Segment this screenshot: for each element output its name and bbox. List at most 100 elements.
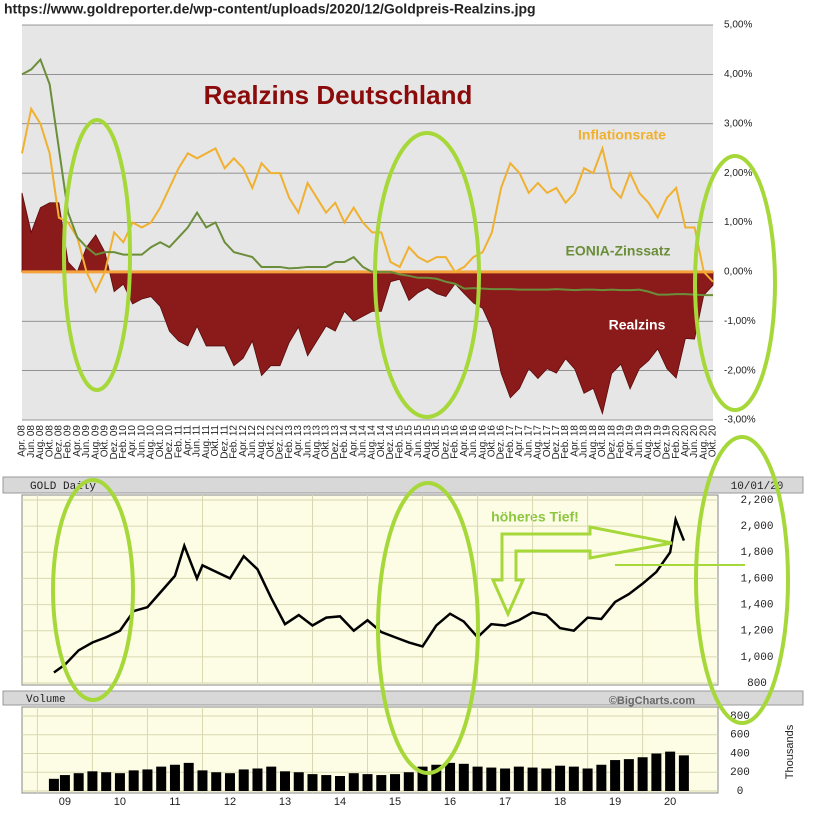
x-tick-label: Okt. 19 [652,425,663,458]
x-tick-label: Aug. 12 [256,425,267,460]
x-tick-label: 10 [114,796,126,808]
volume-header [2,690,804,706]
x-tick-label: Apr. 16 [459,425,470,457]
bar [637,757,648,791]
x-tick-label: Apr. 10 [127,425,138,457]
bar [224,773,235,791]
plot-area-gold [21,494,719,686]
x-tick-label: Apr. 12 [238,425,249,457]
bar [651,753,662,791]
x-tick-label: 19 [609,796,621,808]
x-tick-label: Jun. 14 [358,425,369,458]
bar [376,775,387,791]
chart-title: Volume [26,694,66,706]
x-tick-label: Jun. 18 [579,425,590,458]
bar [73,773,84,791]
bar [555,765,566,791]
x-tick-label: Okt. 17 [542,425,553,458]
y-tick-label: -1,00% [724,316,756,327]
x-tick-label: Feb. 16 [450,425,461,459]
gold-header [2,476,804,494]
y-tick-label: 600 [730,730,750,742]
x-tick-label: Okt. 18 [597,425,608,458]
y-tick-label: 3,00% [724,118,752,129]
bar [527,767,538,791]
x-tick-label: 13 [279,796,291,808]
x-tick-label: Feb. 19 [616,425,627,459]
x-tick-label: 17 [499,796,511,808]
bar [610,760,621,791]
x-tick-label: Dez. 13 [330,425,341,460]
x-tick-label: Dez. 08 [53,425,64,460]
x-tick-label: Okt. 15 [431,425,442,458]
x-tick-label: Feb. 14 [339,425,350,459]
x-tick-label: 16 [444,796,456,808]
bar [568,766,579,791]
x-tick-label: Feb. 12 [229,425,240,459]
bar [541,768,552,791]
x-tick-label: Dez. 19 [662,425,673,460]
bar [197,770,208,791]
bar [101,772,112,791]
bar [293,772,304,791]
x-tick-label: Okt. 16 [487,425,498,458]
x-tick-label: 14 [334,796,346,808]
date-label: 10/01/20 [731,481,784,493]
bar [307,774,318,791]
x-tick-label: Apr. 11 [182,425,193,456]
x-tick-label: Dez. 17 [551,425,562,460]
y-tick-label: 2,000 [740,521,773,533]
source-url: https://www.goldreporter.de/wp-content/u… [4,1,536,17]
x-tick-label: Dez. 12 [275,425,286,460]
bar [665,751,676,791]
axis-label: Thousands [784,724,796,779]
bar [87,771,98,791]
y-tick-label: 1,600 [740,573,773,585]
x-tick-label: Aug. 14 [367,425,378,460]
bar [238,769,249,791]
x-tick-label: Feb. 10 [118,425,129,459]
x-tick-label: Aug. 13 [311,425,322,460]
bar [169,764,180,791]
x-tick-label: 20 [664,796,676,808]
x-tick-label: Jun. 17 [523,425,534,458]
x-tick-label: Dez. 18 [606,425,617,460]
x-tick-label: Jun. 19 [634,425,645,458]
x-tick-label: Dez. 16 [496,425,507,460]
y-tick-label: 0,00% [724,267,752,278]
x-tick-label: Feb. 15 [394,425,405,459]
bar [390,774,401,791]
x-tick-label: Apr. 20 [680,425,691,457]
x-tick-label: Dez. 10 [164,425,175,460]
x-tick-label: Aug. 18 [588,425,599,460]
arrow [490,525,673,618]
bar [678,755,689,791]
x-tick-label: Okt. 20 [708,425,719,458]
x-tick-label: Feb. 13 [284,425,295,459]
x-tick-label: Dez. 14 [385,425,396,460]
x-tick-label: Dez. 11 [219,425,230,459]
highlights [51,118,790,775]
x-tick-label: Apr. 14 [348,425,359,457]
ellipse [51,478,135,702]
y-tick-label: 2,200 [740,495,773,507]
y-tick-label: 1,800 [740,547,773,559]
ellipse [693,154,777,412]
x-tick-label: Feb. 09 [63,425,74,459]
ellipse [373,131,481,419]
y-tick-label: 0 [737,786,744,798]
y-tick-label: 1,200 [740,626,773,638]
y-tick-label: 4,00% [724,69,752,80]
y-tick-label: -3,00% [724,415,756,426]
x-tick-label: Feb. 20 [671,425,682,459]
bar [211,772,222,791]
ellipse [62,118,132,392]
bar [500,768,511,791]
bar [513,766,524,791]
bar [321,775,332,791]
x-tick-label: Feb. 11 [173,425,184,459]
x-tick-label: Aug. 15 [422,425,433,460]
x-tick-label: Okt. 08 [44,425,55,458]
x-tick-label: 18 [554,796,566,808]
x-tick-label: Aug. 20 [698,425,709,460]
